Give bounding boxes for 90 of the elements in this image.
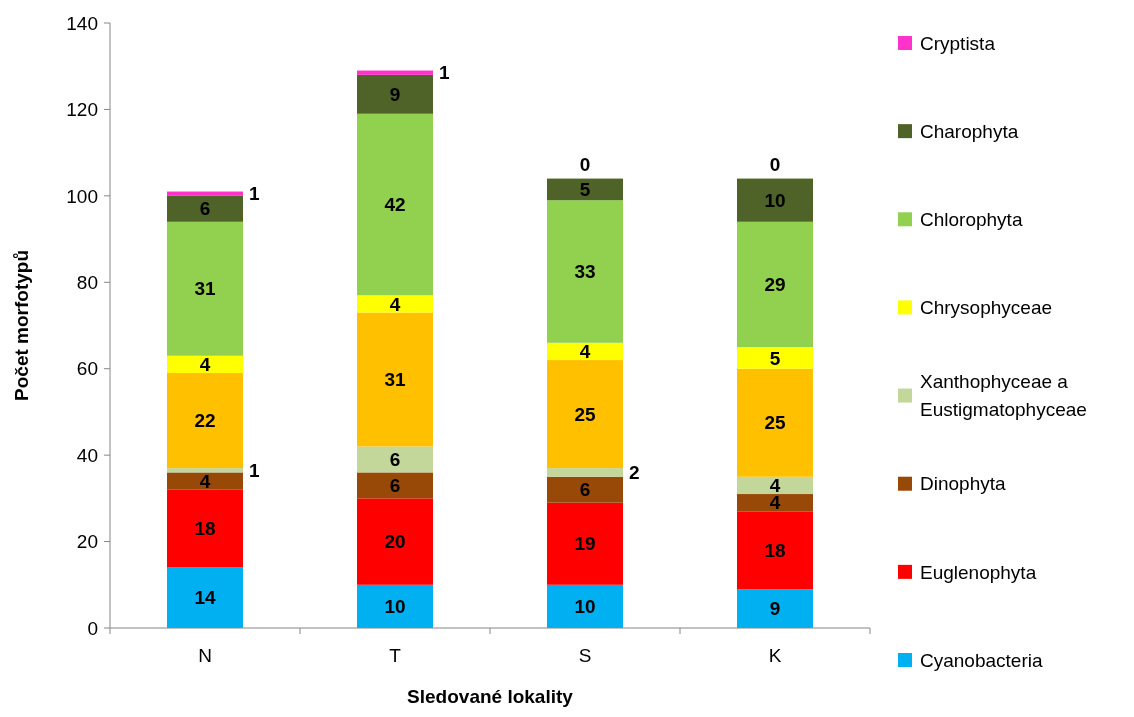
bar bbox=[167, 373, 243, 469]
y-tick-label: 80 bbox=[76, 271, 98, 293]
data-label: 5 bbox=[769, 347, 781, 369]
x-tick-label: T bbox=[389, 645, 402, 666]
bar bbox=[547, 178, 623, 201]
legend-label: Cryptista bbox=[920, 32, 996, 54]
x-tick-label: S bbox=[578, 645, 592, 666]
bar bbox=[167, 221, 243, 356]
y-tick-label: 20 bbox=[76, 531, 98, 553]
data-label: 4 bbox=[389, 293, 401, 315]
data-label: 6 bbox=[389, 475, 401, 497]
data-label: 14 bbox=[194, 587, 216, 609]
legend-label: Charophyta bbox=[920, 120, 1019, 142]
y-tick-label: 140 bbox=[66, 12, 98, 34]
y-tick-label: 40 bbox=[76, 444, 98, 466]
bar bbox=[357, 295, 433, 313]
bar bbox=[167, 355, 243, 374]
data-label: 5 bbox=[579, 179, 591, 201]
bar bbox=[547, 360, 623, 469]
y-tick-label: 100 bbox=[66, 185, 98, 207]
bar bbox=[547, 502, 623, 585]
data-label: 2 bbox=[629, 462, 640, 484]
data-label: 10 bbox=[384, 596, 406, 618]
bar bbox=[167, 195, 243, 222]
y-tick-label: 60 bbox=[76, 358, 98, 380]
data-label: 9 bbox=[769, 598, 781, 620]
data-label: 0 bbox=[579, 154, 591, 176]
legend-label: Chlorophyta bbox=[920, 208, 1023, 230]
y-axis-title: Počet morfotypů bbox=[11, 250, 32, 401]
y-tick-label: 0 bbox=[87, 617, 98, 639]
bar bbox=[737, 589, 813, 628]
data-label: 0 bbox=[769, 154, 781, 176]
data-label: 4 bbox=[199, 470, 211, 492]
data-label: 18 bbox=[194, 518, 216, 540]
x-tick-label: N bbox=[198, 645, 212, 666]
bar bbox=[547, 584, 623, 628]
data-label: 1 bbox=[249, 183, 260, 205]
data-label: 6 bbox=[389, 449, 401, 471]
bar bbox=[167, 468, 243, 473]
y-tick-label: 120 bbox=[66, 99, 98, 121]
data-label: 20 bbox=[384, 531, 406, 553]
data-label: 31 bbox=[384, 369, 406, 391]
legend-label: Euglenophyta bbox=[920, 561, 1037, 583]
data-label: 4 bbox=[579, 341, 591, 363]
bar bbox=[357, 113, 433, 296]
bar bbox=[737, 368, 813, 477]
bar bbox=[737, 221, 813, 348]
data-label: 19 bbox=[574, 533, 596, 555]
bar bbox=[357, 312, 433, 447]
data-label: 25 bbox=[574, 403, 596, 425]
bar bbox=[167, 191, 243, 196]
bar bbox=[357, 498, 433, 585]
legend-label: Chrysophyceae bbox=[920, 297, 1053, 319]
bar bbox=[357, 74, 433, 114]
legend-label: Dinophyta bbox=[920, 473, 1006, 495]
bar bbox=[357, 584, 433, 628]
data-label: 10 bbox=[764, 189, 786, 211]
bar bbox=[547, 468, 623, 477]
data-label: 33 bbox=[574, 261, 596, 283]
bar bbox=[547, 200, 623, 343]
data-label: 31 bbox=[194, 278, 216, 300]
data-label: 4 bbox=[199, 354, 211, 376]
bar bbox=[167, 567, 243, 628]
data-label: 6 bbox=[199, 198, 211, 220]
data-label: 1 bbox=[249, 459, 260, 481]
bar bbox=[167, 472, 243, 490]
bar bbox=[737, 494, 813, 512]
bar bbox=[547, 342, 623, 361]
bar bbox=[547, 476, 623, 503]
bar bbox=[737, 511, 813, 590]
bar bbox=[357, 70, 433, 75]
legend-label: Cyanobacteria bbox=[920, 649, 1043, 671]
bar bbox=[167, 489, 243, 568]
data-label: 1 bbox=[439, 62, 450, 84]
data-label: 10 bbox=[574, 596, 596, 618]
data-label: 25 bbox=[764, 412, 786, 434]
bar bbox=[357, 472, 433, 499]
data-label: 9 bbox=[389, 83, 401, 105]
data-label: 22 bbox=[194, 410, 216, 432]
bar bbox=[737, 347, 813, 369]
data-label: 18 bbox=[764, 539, 786, 561]
x-axis-title: Sledované lokality bbox=[407, 686, 574, 707]
data-label: 29 bbox=[764, 274, 786, 296]
bar bbox=[737, 178, 813, 222]
bar bbox=[357, 446, 433, 473]
legend-label: Xanthophyceae a Eustigmatophyceae bbox=[920, 371, 1087, 421]
data-label: 42 bbox=[384, 194, 406, 216]
data-label: 6 bbox=[579, 479, 591, 501]
x-tick-label: K bbox=[768, 645, 782, 666]
bar bbox=[737, 476, 813, 495]
